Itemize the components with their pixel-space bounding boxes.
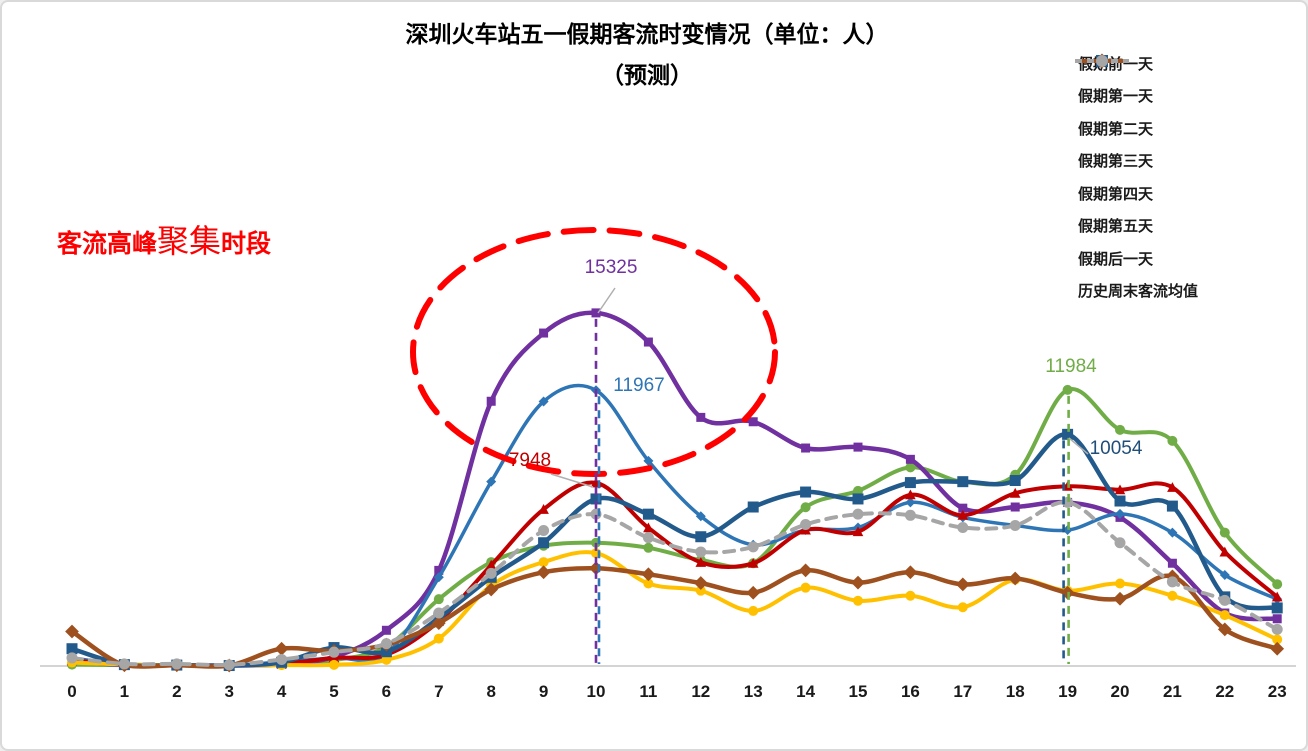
- series-6: [65, 561, 1285, 673]
- data-label-11984: 11984: [1045, 356, 1097, 377]
- peak-annotation-part1: 客流高峰: [57, 230, 158, 258]
- legend-label-7: 历史周末客流均值: [1078, 283, 1199, 300]
- data-label-10054: 10054: [1090, 438, 1143, 459]
- x-tick-label-7: 7: [434, 682, 443, 701]
- data-label-11967: 11967: [613, 375, 664, 396]
- legend-item-7: 历史周末客流均值: [1074, 55, 1199, 302]
- legend: 假期前一天 假期第一天 假期第二天 假期第三天 假期第四天 假期第五天 假期后一天 历史周末客…: [1074, 52, 1198, 312]
- x-tick-label-15: 15: [849, 682, 868, 701]
- legend-label-5: 假期第五天: [1078, 218, 1154, 235]
- chart-title-line1: 深圳火车站五一假期客流时变情况（单位：人）: [405, 21, 889, 47]
- legend-item-2: 假期第二天: [1074, 55, 1198, 139]
- x-tick-label-2: 2: [172, 682, 181, 701]
- series-line-2: [70, 383, 1279, 668]
- legend-label-3: 假期第三天: [1078, 153, 1154, 170]
- legend-item-5: 假期第五天: [1074, 55, 1198, 237]
- peak-period-annotation: 客流高峰聚集时段: [57, 216, 271, 262]
- page-title: 深圳火车站五一假期客流时变情况（单位：人） （预测）: [282, 14, 1012, 97]
- x-tick-label-6: 6: [382, 682, 391, 701]
- data-label-15325: 15325: [585, 257, 638, 278]
- peak-annotation-part2: 聚集: [157, 223, 222, 259]
- x-tick-label-12: 12: [691, 682, 710, 701]
- x-tick-label-18: 18: [1006, 682, 1025, 701]
- label-leader-4: [1068, 437, 1089, 455]
- legend-item-1: 假期第一天: [1074, 56, 1198, 107]
- legend-label-2: 假期第二天: [1078, 120, 1154, 138]
- x-tick-label-22: 22: [1215, 682, 1234, 701]
- data-label-7948: 7948: [509, 450, 551, 471]
- legend-label-6: 假期后一天: [1078, 250, 1154, 268]
- x-tick-label-8: 8: [486, 682, 495, 701]
- x-tick-label-4: 4: [277, 682, 287, 701]
- x-tick-label-9: 9: [539, 682, 548, 701]
- series-7: [66, 496, 1283, 671]
- x-tick-label-20: 20: [1111, 682, 1130, 701]
- peak-annotation-part3: 时段: [221, 230, 272, 258]
- x-tick-label-19: 19: [1058, 682, 1077, 701]
- legend-swatch-7: [1075, 55, 1129, 67]
- chart-title-line2: （预测）: [601, 62, 693, 89]
- x-tick-label-14: 14: [796, 682, 815, 701]
- label-leader-2: [550, 473, 594, 488]
- x-tick-label-1: 1: [120, 682, 129, 701]
- x-tick-label-0: 0: [67, 682, 76, 701]
- peak-ellipse-annotation: [410, 227, 778, 477]
- series-line-6: [69, 565, 1280, 669]
- x-tick-label-16: 16: [901, 682, 920, 701]
- series-line-7: [70, 500, 1280, 668]
- series-line-3: [70, 480, 1280, 668]
- x-tick-label-10: 10: [587, 682, 606, 701]
- legend-item-3: 假期第三天: [1074, 55, 1198, 172]
- series-line-4: [70, 550, 1280, 668]
- x-tick-label-13: 13: [744, 682, 763, 701]
- label-leader-0: [597, 287, 616, 314]
- x-tick-label-11: 11: [639, 682, 657, 701]
- legend-item-4: 假期第四天: [1074, 55, 1198, 204]
- legend-label-1: 假期第一天: [1078, 88, 1154, 105]
- x-tick-label-17: 17: [953, 682, 972, 701]
- legend-item-6: 假期后一天: [1074, 53, 1198, 269]
- x-tick-label-23: 23: [1268, 682, 1287, 701]
- legend-label-4: 假期第四天: [1078, 185, 1154, 203]
- x-tick-label-5: 5: [329, 682, 338, 701]
- x-tick-label-3: 3: [224, 682, 233, 701]
- series-4: [67, 548, 1283, 671]
- x-tick-label-21: 21: [1163, 682, 1182, 701]
